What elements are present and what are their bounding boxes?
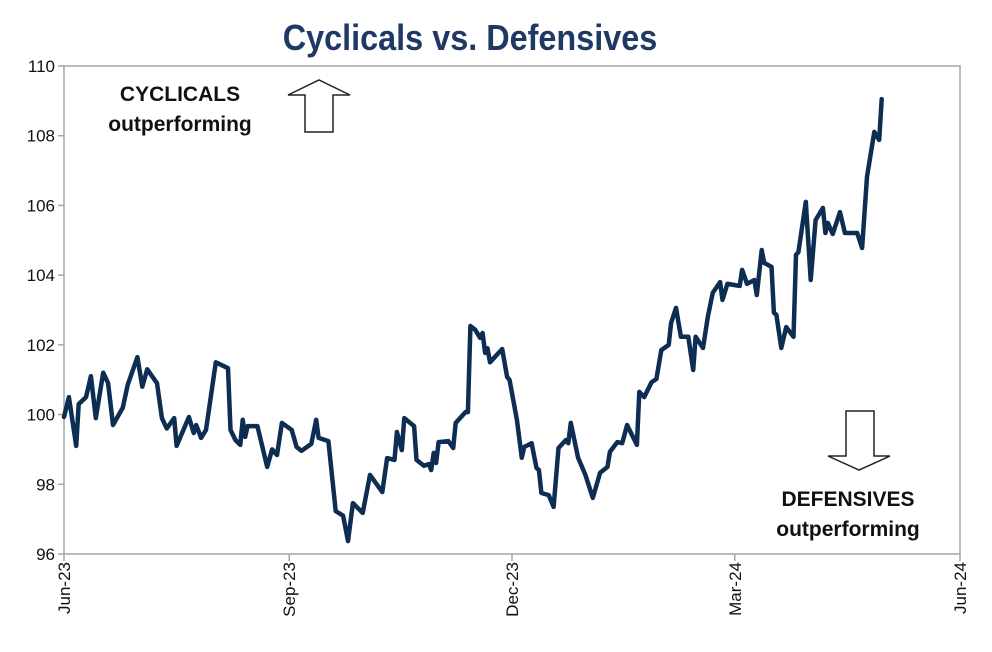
arrow-down-icon [827, 410, 891, 471]
annotation-bottom-line1: DEFENSIVES [781, 488, 914, 511]
annotation-top-line2: outperforming [108, 113, 251, 136]
x-tick-label: Dec-23 [503, 562, 522, 617]
annotation-top-line1: CYCLICALS [120, 83, 240, 106]
x-tick-label: Jun-24 [951, 562, 970, 614]
y-tick-label: 102 [27, 336, 55, 355]
series-line [61, 96, 884, 544]
x-tick-label: Mar-24 [726, 562, 745, 616]
y-tick-label: 98 [36, 475, 55, 494]
annotation-top: CYCLICALS outperforming [108, 79, 351, 136]
x-tick-label: Sep-23 [280, 562, 299, 617]
y-tick-label: 96 [36, 545, 55, 564]
x-axis: Jun-23 Sep-23 Dec-23 Mar-24 Jun-24 [55, 554, 970, 617]
plot-area [63, 65, 961, 555]
y-tick-label: 104 [27, 266, 55, 285]
annotation-bottom: DEFENSIVES outperforming [776, 410, 920, 541]
annotation-bottom-line2: outperforming [776, 518, 919, 541]
y-tick-label: 110 [28, 57, 55, 76]
y-axis: 96 98 100 102 104 106 108 110 [27, 57, 64, 564]
y-tick-label: 100 [27, 406, 55, 425]
arrow-up-icon [287, 79, 351, 133]
x-tick-label: Jun-23 [55, 562, 74, 614]
chart-title: Cyclicals vs. Defensives [283, 18, 658, 58]
y-tick-label: 108 [27, 127, 55, 146]
y-tick-label: 106 [27, 196, 55, 215]
